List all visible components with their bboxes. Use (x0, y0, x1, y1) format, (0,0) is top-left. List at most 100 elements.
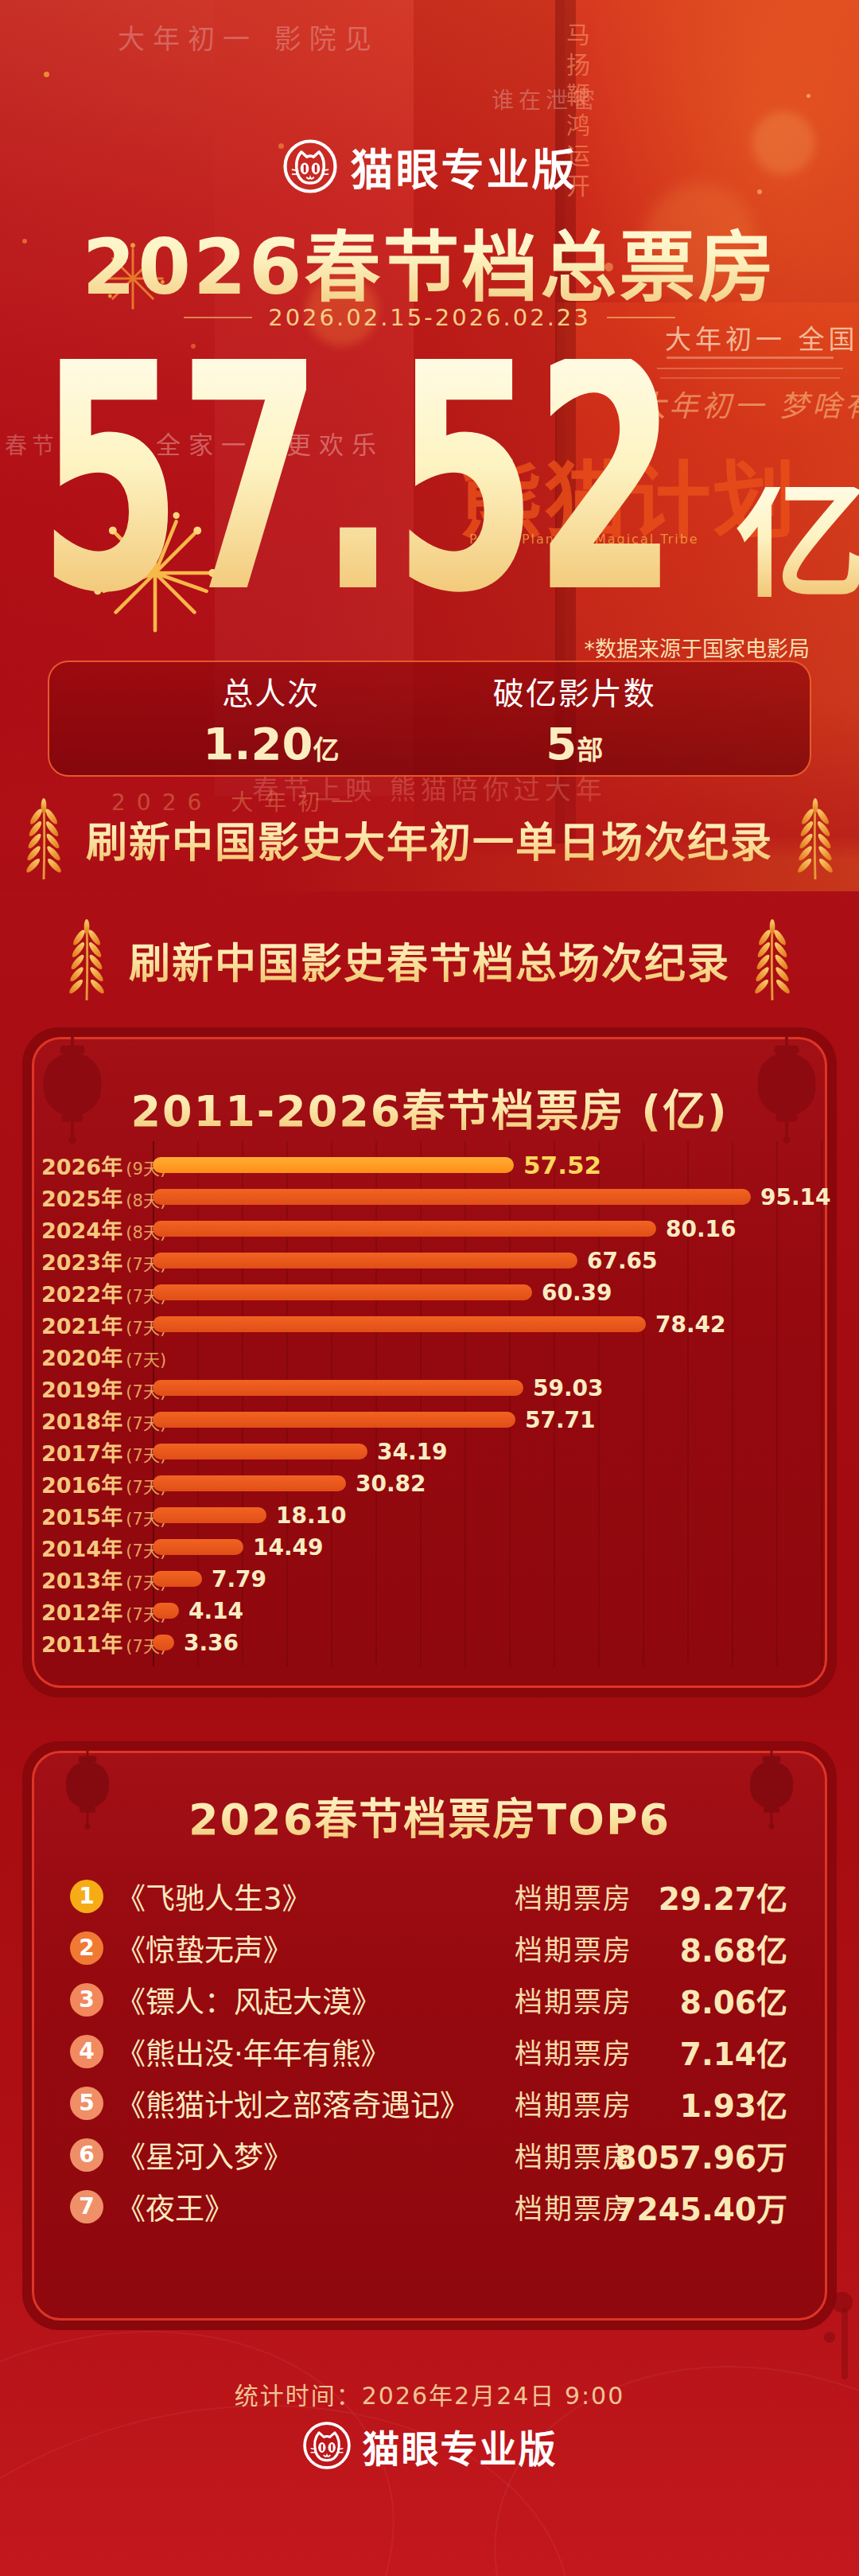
metric-label: 档期票房 (515, 1927, 632, 1968)
chart-bar-area: 34.19 (153, 1439, 825, 1465)
chart-year-label: 2014年 (41, 1537, 122, 1561)
chart-row-label: 2018年 (7天) (41, 1405, 146, 1436)
chart-year-label: 2022年 (41, 1282, 122, 1307)
chart-year-label: 2025年 (41, 1187, 122, 1211)
rank-badge: 5 (70, 2087, 103, 2120)
backdrop-text: 大年初一 影院见 (118, 18, 379, 57)
movie-title: 《熊猫计划之部落奇遇记》 (116, 2082, 469, 2125)
chart-row-label: 2019年 (7天) (41, 1373, 146, 1404)
lantern-icon (746, 1746, 797, 1837)
chart-year-label: 2020年 (41, 1346, 122, 1370)
lantern-icon (752, 1034, 821, 1153)
chart-row: 2012年 (7天)4.14 (41, 1595, 825, 1627)
rank-badge: 2 (70, 1931, 103, 1965)
wheat-icon (24, 796, 64, 882)
chart-bar-area: 57.52 (153, 1151, 825, 1179)
chart-row-label: 2023年 (7天) (41, 1245, 146, 1276)
chart-bar (153, 1603, 179, 1619)
chart-row: 2014年 (7天)14.49 (41, 1531, 825, 1563)
total-box-office: 57.52 亿 (0, 342, 859, 597)
stat-unit: 部 (577, 735, 603, 766)
movie-title: 《熊出没·年年有熊》 (116, 2030, 391, 2073)
poster: 大年初一 影院见 谁在泄密 大年初一 全国上映 大年初一 梦啥有啥 熊猫计划 P… (0, 0, 859, 2576)
chart-bar (153, 1635, 174, 1650)
chart-row-label: 2015年 (7天) (41, 1500, 146, 1531)
chart-row-label: 2017年 (7天) (41, 1436, 146, 1467)
stat-value: 1.20 (203, 718, 313, 770)
wheat-icon (752, 917, 792, 1003)
chart-value-label: 30.82 (356, 1471, 426, 1497)
top-list-panel: 2026春节档票房TOP6 1《飞驰人生3》档期票房29.27亿2《惊蛰无声》档… (32, 1751, 827, 2321)
chart-year-label: 2018年 (41, 1409, 122, 1434)
movie-title: 《惊蛰无声》 (116, 1927, 293, 1970)
chart-bar (153, 1284, 532, 1300)
chart-bar-area: 78.42 (153, 1311, 825, 1338)
box-office-value: 8.68亿 (680, 1926, 787, 1970)
chart-bar (153, 1316, 646, 1332)
chart-row: 2022年 (7天)60.39 (41, 1276, 825, 1308)
chart-value-label: 78.42 (655, 1311, 726, 1338)
lantern-icon (62, 1746, 113, 1837)
chart-bar-area: 18.10 (153, 1502, 825, 1529)
splatter (842, 2308, 848, 2379)
chart-panel-frame: 2011-2026春节档票房 (亿) 2026年 (9天)57.522025年 … (22, 1027, 837, 1697)
chart-row-label: 2013年 (7天) (41, 1564, 146, 1595)
record-banner: 刷新中国影史春节档总场次纪录 (0, 915, 859, 1004)
metric-label: 档期票房 (515, 2083, 632, 2123)
chart-bar (153, 1507, 266, 1523)
chart-bar (153, 1157, 514, 1173)
chart-bar (153, 1571, 202, 1587)
chart-bar-area: 30.82 (153, 1471, 825, 1497)
box-office-value: 7.14亿 (680, 2029, 787, 2074)
record-banner: 刷新中国影史大年初一单日场次纪录 (0, 794, 859, 883)
chart-row-label: 2016年 (7天) (41, 1468, 146, 1499)
chart-bar (153, 1380, 523, 1396)
chart-bar-area: 14.49 (153, 1534, 825, 1561)
stat-films-over-100m: 破亿影片数 5部 (493, 668, 656, 770)
brand-name: 猫眼专业版 (351, 135, 577, 198)
chart-row: 2020年 (7天) (41, 1340, 825, 1372)
chart-bar (153, 1475, 346, 1491)
chart-bar-area: 60.39 (153, 1280, 825, 1306)
chart-row: 2023年 (7天) 67.65 (41, 1245, 825, 1276)
movie-title: 《飞驰人生3》 (116, 1875, 312, 1918)
chart-bar (153, 1253, 577, 1269)
chart-year-label: 2015年 (41, 1505, 122, 1530)
chart-value-label: 4.14 (189, 1598, 243, 1624)
movie-title: 《镖人：风起大漠》 (116, 1978, 381, 2021)
top-row: 5《熊猫计划之部落奇遇记》档期票房1.93亿 (34, 2077, 825, 2129)
metric-label: 档期票房 (515, 2031, 632, 2071)
wheat-icon (67, 917, 107, 1003)
chart-value-label: 59.03 (533, 1375, 604, 1401)
metric-label: 档期票房 (515, 1876, 632, 1916)
chart-row-label: 2011年 (7天) (41, 1627, 146, 1658)
chart-value-label: 67.65 (587, 1248, 658, 1274)
box-office-value: 29.27亿 (659, 1874, 787, 1919)
chart-year-label: 2016年 (41, 1473, 122, 1498)
stat-label: 破亿影片数 (493, 668, 656, 713)
chart-bar-area: 80.16 (153, 1216, 825, 1242)
chart-row: 2018年 (7天) 57.71 (41, 1404, 825, 1436)
chart-bar-area: 4.14 (153, 1598, 825, 1624)
chart-bar (153, 1189, 751, 1205)
confetti-dot (44, 72, 49, 77)
chart-year-label: 2013年 (41, 1569, 122, 1593)
top-row: 6《星河入梦》档期票房8057.96万 (34, 2129, 825, 2180)
stat-total-admissions: 总人次 1.20亿 (203, 668, 339, 770)
chart-bar-area: 7.79 (153, 1566, 825, 1592)
chart-row-label: 2025年 (8天) (41, 1182, 146, 1213)
rank-badge: 6 (70, 2138, 103, 2172)
total-box-office-value: 57.52 (37, 359, 673, 597)
chart-row: 2016年 (7天) 30.82 (41, 1467, 825, 1499)
chart-value-label: 14.49 (253, 1534, 324, 1561)
chart-value-label: 57.71 (525, 1407, 596, 1433)
chart-row: 2013年 (7天) 7.79 (41, 1563, 825, 1595)
chart-row-label: 2024年 (8天) (41, 1214, 146, 1245)
chart-row: 2024年 (8天) 80.16 (41, 1213, 825, 1245)
chart-value-label: 80.16 (666, 1216, 737, 1242)
stat-value: 5 (546, 718, 577, 770)
movie-title: 《星河入梦》 (116, 2134, 293, 2177)
chart-row-label: 2020年 (7天) (41, 1341, 146, 1372)
top-list-panel-frame: 2026春节档票房TOP6 1《飞驰人生3》档期票房29.27亿2《惊蛰无声》档… (22, 1741, 837, 2330)
box-office-value: 8.06亿 (680, 1978, 787, 2022)
